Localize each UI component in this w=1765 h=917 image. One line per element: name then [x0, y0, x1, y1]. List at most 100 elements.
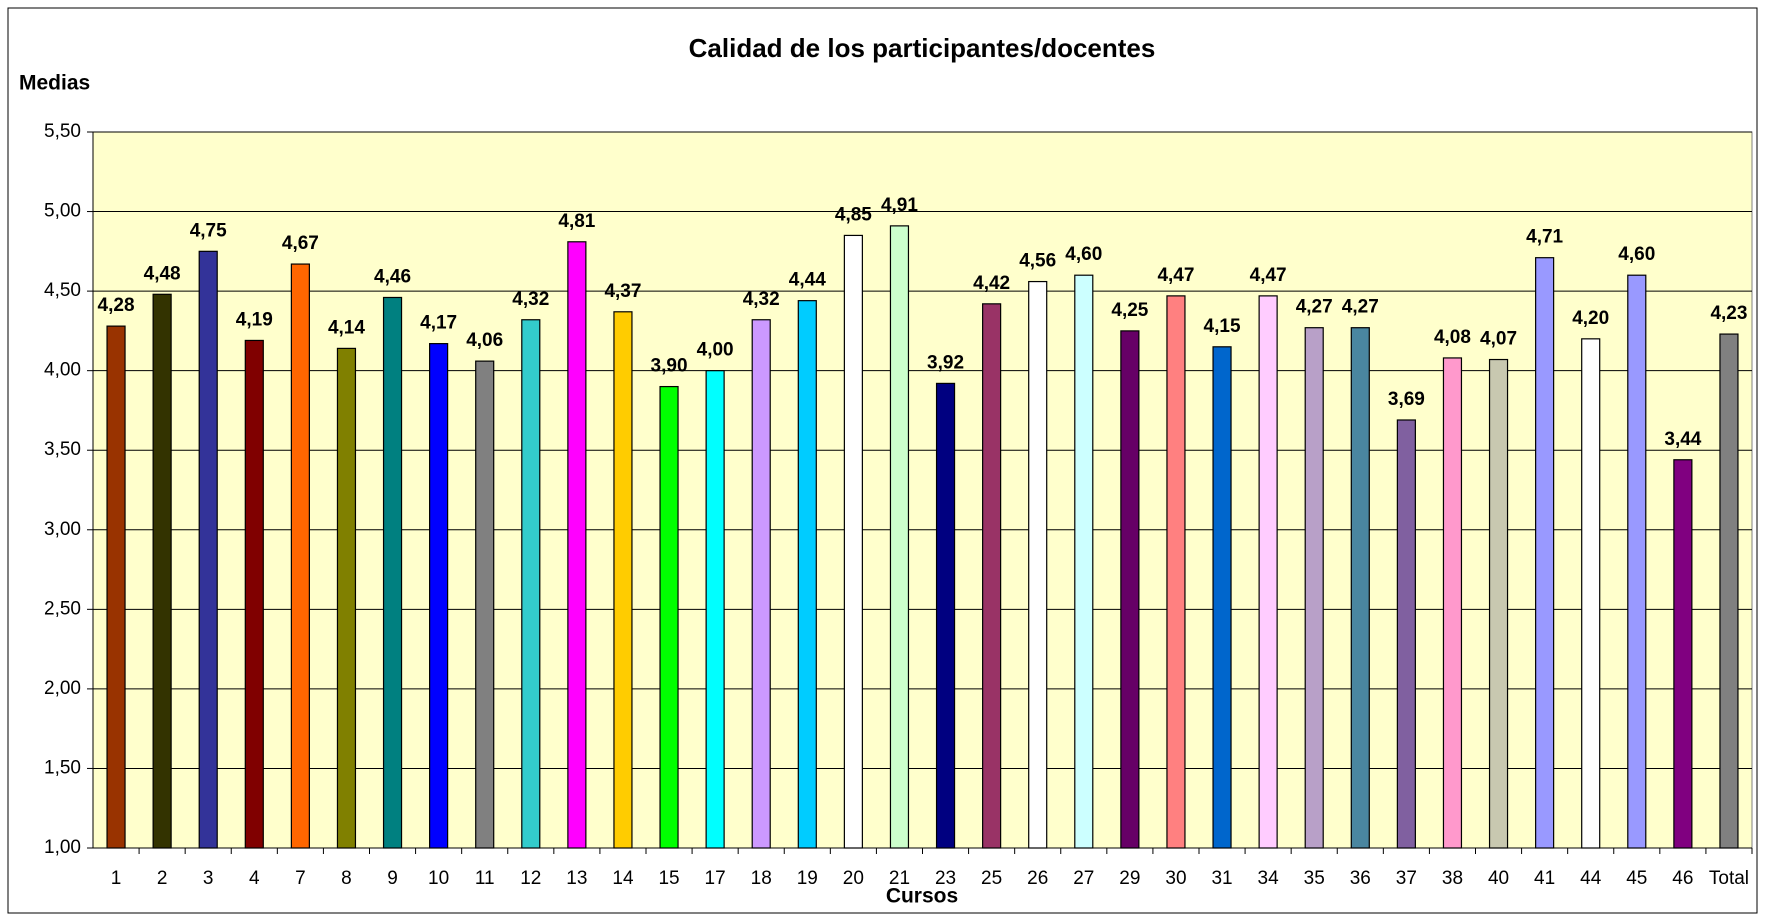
data-label: 4,46 [374, 266, 411, 287]
bar [1074, 274, 1094, 849]
bar [935, 382, 956, 849]
bar [1442, 357, 1463, 849]
data-label: 4,32 [512, 289, 549, 310]
data-label: 4,81 [558, 211, 595, 232]
x-tick-label: 2 [157, 868, 168, 889]
x-tick-label: 26 [1027, 868, 1048, 889]
bar [1120, 330, 1140, 849]
data-label: 4,60 [1065, 244, 1102, 265]
bar [1212, 346, 1232, 849]
bar [1396, 419, 1416, 849]
bar [1535, 257, 1555, 849]
data-label: 3,69 [1388, 389, 1425, 410]
data-label: 4,15 [1204, 316, 1241, 337]
data-label: 4,85 [835, 204, 872, 225]
x-tick-label: 15 [658, 868, 679, 889]
x-tick-label: 46 [1672, 868, 1693, 889]
x-tick-label: 1 [111, 868, 122, 889]
bar [705, 370, 725, 849]
y-tick-label: 3,00 [44, 519, 81, 540]
bar [1258, 295, 1278, 849]
x-tick-label: 10 [428, 868, 449, 889]
data-label: 4,47 [1157, 265, 1194, 286]
x-tick-label: 45 [1626, 868, 1647, 889]
data-label: 4,14 [328, 317, 365, 338]
x-tick-label: 7 [295, 868, 306, 889]
x-tick-label: Total [1709, 868, 1749, 889]
data-label: 4,60 [1618, 244, 1655, 265]
data-label: 4,20 [1572, 308, 1609, 329]
bar [382, 296, 403, 849]
data-label: 4,17 [420, 313, 457, 334]
data-label: 4,06 [466, 330, 503, 351]
x-tick-label: 14 [612, 868, 634, 889]
x-tick-label: 13 [566, 868, 587, 889]
x-axis-title: Cursos [886, 885, 958, 908]
x-tick-label: 38 [1442, 868, 1463, 889]
bar [1350, 327, 1370, 849]
chart-title: Calidad de los participantes/docentes [689, 33, 1156, 63]
bar [1673, 459, 1693, 849]
bar [797, 300, 817, 849]
x-tick-label: 11 [475, 868, 495, 889]
x-tick-label: 37 [1396, 868, 1417, 889]
data-label: 4,32 [743, 289, 780, 310]
data-label: 4,44 [789, 270, 826, 291]
x-tick-label: 25 [981, 868, 1002, 889]
bar [1488, 358, 1509, 849]
x-tick-label: 30 [1165, 868, 1186, 889]
x-tick-label: 19 [797, 868, 818, 889]
bar [336, 347, 357, 849]
data-label: 4,91 [881, 195, 918, 216]
bar [843, 234, 863, 849]
x-tick-label: 3 [203, 868, 214, 889]
y-tick-label: 2,50 [44, 598, 81, 619]
data-label: 4,42 [973, 273, 1010, 294]
data-label: 4,27 [1342, 297, 1379, 318]
x-tick-label: 31 [1211, 868, 1232, 889]
bar [106, 325, 126, 849]
x-tick-label: 27 [1073, 868, 1094, 889]
bar [1581, 338, 1601, 849]
data-label: 4,27 [1296, 297, 1333, 318]
bar [889, 225, 910, 849]
y-tick-label: 1,00 [44, 837, 81, 858]
bar [244, 339, 264, 849]
x-tick-label: 18 [751, 868, 772, 889]
data-label: 4,23 [1710, 303, 1747, 324]
x-tick-label: 41 [1534, 868, 1555, 889]
bar [198, 250, 218, 849]
bar [659, 385, 679, 849]
y-axis-title: Medias [19, 72, 90, 95]
plot-area [92, 131, 1753, 849]
bar [567, 241, 587, 849]
data-label: 4,56 [1019, 251, 1056, 272]
data-label: 3,44 [1664, 429, 1701, 450]
bar [1304, 327, 1324, 849]
data-label: 4,37 [604, 281, 641, 302]
x-tick-label: 34 [1258, 868, 1280, 889]
data-label: 4,19 [236, 309, 273, 330]
data-label: 4,67 [282, 233, 319, 254]
x-tick-label: 36 [1350, 868, 1371, 889]
bar [429, 343, 449, 849]
x-tick-label: 23 [935, 868, 956, 889]
y-tick-label: 5,50 [44, 121, 81, 142]
data-label: 4,71 [1526, 227, 1563, 248]
x-tick-label: 9 [387, 868, 398, 889]
x-tick-label: 40 [1488, 868, 1509, 889]
x-tick-label: 8 [341, 868, 352, 889]
x-tick-label: 17 [705, 868, 726, 889]
bar [521, 319, 541, 849]
y-tick-label: 5,00 [44, 201, 81, 222]
x-tick-label: 20 [843, 868, 864, 889]
x-tick-label: 12 [520, 868, 541, 889]
data-label: 4,08 [1434, 327, 1471, 348]
x-tick-label: 4 [249, 868, 260, 889]
data-label: 4,00 [697, 340, 734, 361]
data-label: 3,92 [927, 352, 964, 373]
x-tick-label: 21 [889, 868, 910, 889]
bar [1166, 295, 1186, 849]
data-label: 4,48 [144, 263, 181, 284]
data-label: 4,07 [1480, 329, 1517, 350]
